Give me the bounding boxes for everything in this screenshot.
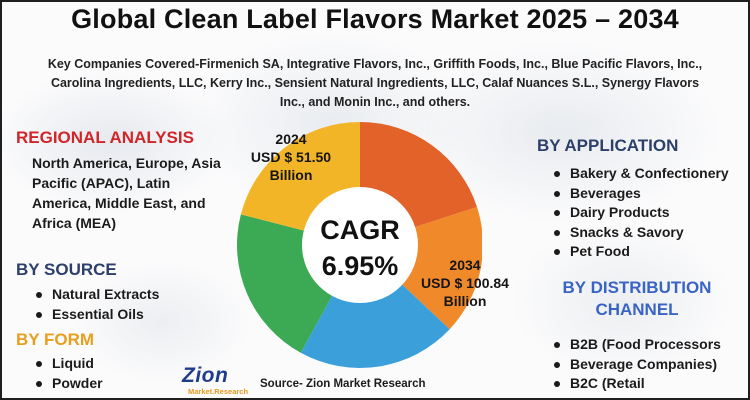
by-application-heading: BY APPLICATION	[537, 136, 679, 155]
cagr-text: CAGR	[320, 215, 400, 245]
market-2034-unit: Billion	[443, 293, 487, 309]
list-item: Liquid	[34, 354, 103, 374]
list-item: Dairy Products	[552, 203, 729, 223]
regional-analysis-heading: REGIONAL ANALYSIS	[16, 128, 194, 147]
regional-analysis-text: North America, Europe, Asia Pacific (APA…	[32, 155, 221, 231]
logo-wordmark: Zion	[182, 364, 229, 387]
by-source-heading: BY SOURCE	[16, 260, 117, 279]
list-item: Essential Oils	[34, 305, 159, 325]
list-item: Beverage Companies)	[552, 355, 721, 375]
list-item: Bakery & Confectionery	[552, 164, 729, 184]
cagr-label: CAGR 6.95%	[312, 212, 408, 284]
by-application-list: Bakery & Confectionery Beverages Dairy P…	[552, 164, 729, 262]
by-distribution-heading: BY DISTRIBUTION CHANNEL	[537, 278, 737, 320]
list-item: B2B (Food Processors	[552, 335, 721, 355]
by-source-list: Natural Extracts Essential Oils	[34, 285, 159, 324]
market-2024-year: 2024	[275, 131, 307, 147]
cagr-value: 6.95%	[321, 251, 399, 281]
list-item: Beverages	[552, 184, 729, 204]
market-2024-value: USD $ 51.50	[250, 149, 332, 165]
key-companies-text: Key Companies Covered-Firmenich SA, Inte…	[47, 57, 703, 109]
market-2024-unit: Billion	[269, 167, 313, 183]
by-form-heading: BY FORM	[16, 330, 95, 349]
by-distribution-list: B2B (Food Processors Beverage Companies)…	[552, 335, 721, 394]
by-distribution-heading-line1: BY DISTRIBUTION	[562, 278, 712, 297]
list-item: B2C (Retail	[552, 374, 721, 394]
list-item: Pet Food	[552, 242, 729, 262]
list-item: Snacks & Savory	[552, 223, 729, 243]
list-item: Powder	[34, 374, 103, 394]
donut-center	[302, 187, 418, 303]
market-donut-chart	[237, 122, 482, 368]
zion-logo: Zion Market.Research	[180, 364, 250, 398]
market-2034-value: USD $ 100.84	[421, 275, 509, 291]
donut-segment-2	[300, 245, 450, 368]
market-2024-label: 2024 USD $ 51.50 Billion	[236, 130, 346, 184]
source-note: Source- Zion Market Research	[260, 378, 426, 390]
market-2034-label: 2034 USD $ 100.84 Billion	[406, 256, 524, 310]
market-2034-year: 2034	[449, 257, 481, 273]
by-distribution-heading-line2: CHANNEL	[595, 300, 679, 319]
list-item: Natural Extracts	[34, 285, 159, 305]
by-form-list: Liquid Powder	[34, 354, 103, 393]
infographic-title: Global Clean Label Flavors Market 2025 –…	[71, 4, 679, 34]
logo-subtitle: Market.Research	[188, 387, 249, 396]
